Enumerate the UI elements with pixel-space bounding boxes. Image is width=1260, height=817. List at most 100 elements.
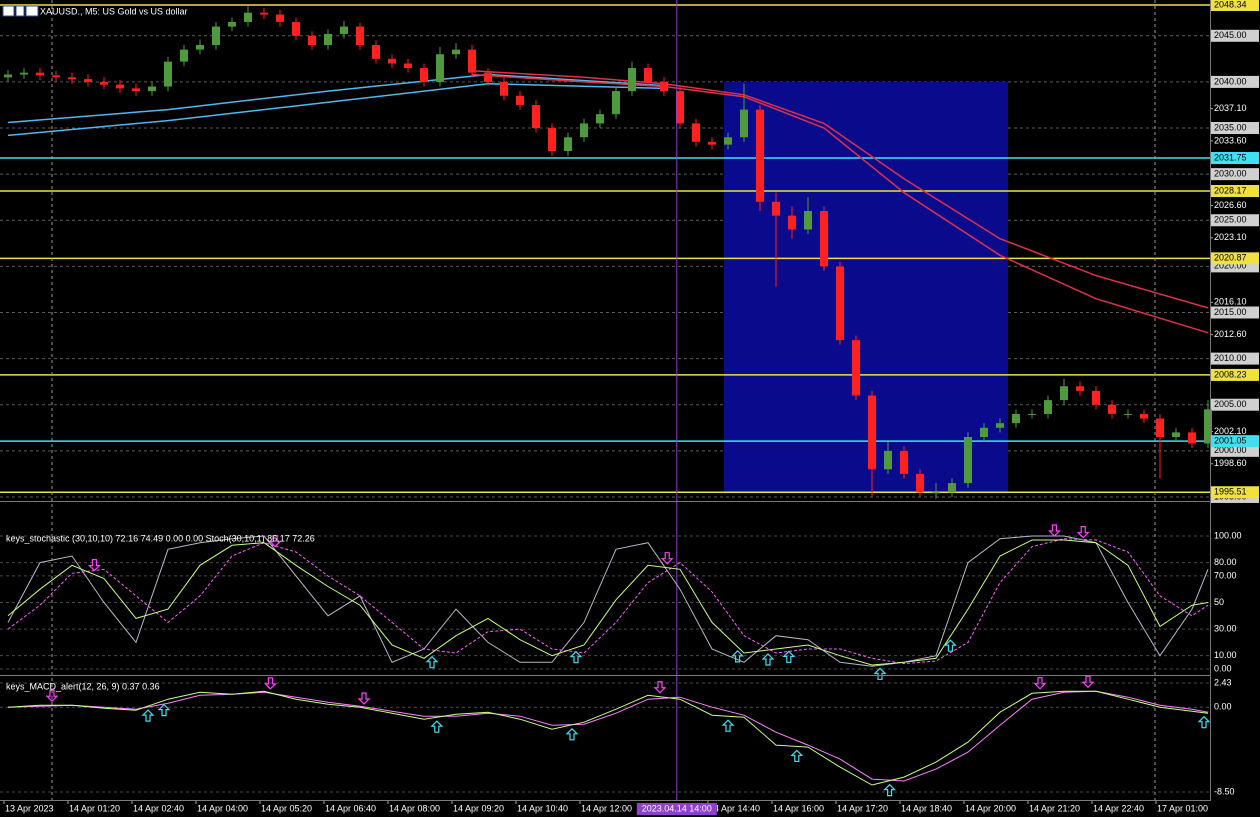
signal-up-arrow — [790, 749, 804, 763]
level-label-box — [1211, 185, 1259, 198]
candle-body — [1204, 409, 1212, 444]
y-tick-label: 80.00 — [1214, 557, 1237, 567]
signal-down-arrow — [87, 558, 101, 572]
candle-body — [164, 61, 172, 87]
signal-up-arrow — [1197, 715, 1211, 729]
x-tick-label: 14 Apr 02:40 — [133, 803, 184, 813]
y-tick-label: 2.43 — [1214, 677, 1232, 687]
candle-body — [1188, 432, 1196, 444]
y-tick-label: 2010.00 — [1214, 353, 1247, 363]
candle-body — [820, 211, 828, 267]
candle-body — [772, 201, 780, 216]
candle-body — [1044, 400, 1052, 414]
candle-body — [308, 35, 316, 46]
candle-body — [1156, 418, 1164, 438]
y-tick-label: 0.00 — [1214, 702, 1232, 712]
level-label-box — [1211, 486, 1259, 499]
x-tick-label: 14 Apr 09:20 — [453, 803, 504, 813]
y-tick-label: 2002.10 — [1214, 426, 1247, 436]
candle-body — [212, 26, 220, 46]
signal-down-arrow — [263, 677, 277, 690]
candle-body — [100, 81, 108, 85]
candle-body — [196, 45, 204, 50]
candle-body — [420, 68, 428, 82]
indicator-line — [7, 690, 1209, 786]
level-label-box — [1211, 252, 1259, 265]
y-tick-label: 50 — [1214, 597, 1224, 607]
level-label: 1995.51 — [1214, 487, 1247, 497]
icon[interactable] — [15, 5, 25, 17]
signal-up-arrow — [731, 650, 745, 663]
candle-body — [964, 437, 972, 484]
signal-up-arrow — [565, 727, 579, 741]
y-tick-label: 2023.10 — [1214, 232, 1247, 242]
candle-body — [4, 74, 12, 78]
signal-down-arrow — [660, 552, 674, 565]
candle-body — [1108, 404, 1116, 414]
x-tick-label: 14 Apr 20:00 — [965, 803, 1016, 813]
y-tick-label: 1998.60 — [1214, 458, 1247, 468]
candle-body — [452, 49, 460, 55]
candle-body — [260, 12, 268, 15]
y-tick-label: 30.00 — [1214, 623, 1237, 633]
indicator-line — [7, 538, 1209, 665]
candle-body — [692, 123, 700, 142]
candle-body — [1028, 413, 1036, 415]
candle-body — [580, 123, 588, 138]
y-tick-label: 2033.60 — [1214, 135, 1247, 145]
signal-down-arrow — [1047, 524, 1061, 537]
candle-body — [852, 340, 860, 396]
signal-down-arrow — [1081, 675, 1095, 689]
y-tick-label: 2030.00 — [1214, 169, 1247, 179]
price-label-box — [1211, 168, 1259, 181]
signal-down-arrow — [1076, 526, 1090, 539]
toolbar-icons[interactable] — [2, 5, 39, 17]
candle-body — [804, 211, 812, 230]
x-tick-label: 14 Apr 01:20 — [69, 803, 120, 813]
candle-body — [980, 427, 988, 438]
candle-body — [596, 114, 604, 124]
level-label-box — [1211, 368, 1259, 381]
y-tick-label: 2037.10 — [1214, 103, 1247, 113]
signal-down-arrow — [357, 692, 371, 705]
level-label: 2048.34 — [1214, 0, 1247, 9]
price-label-box — [1211, 75, 1259, 88]
candle-body — [676, 91, 684, 124]
candle-body — [740, 109, 748, 138]
y-tick-label: 2012.60 — [1214, 329, 1247, 339]
level-label-box — [1211, 151, 1259, 164]
candle-body — [500, 81, 508, 96]
y-tick-label: 2035.00 — [1214, 122, 1247, 132]
x-tick-label: 14 Apr 22:40 — [1093, 803, 1144, 813]
candle-body — [708, 141, 716, 145]
x-tick-label: 14 Apr 21:20 — [1029, 803, 1080, 813]
candle-body — [1172, 432, 1180, 438]
candle-body — [724, 137, 732, 145]
moving-average — [471, 73, 1209, 334]
indicator-line — [7, 690, 1209, 782]
rectangle-object — [724, 81, 1008, 494]
indicator-line — [7, 535, 1209, 667]
moving-average — [471, 70, 1209, 309]
candle-body — [468, 49, 476, 73]
candle-body — [148, 86, 156, 92]
candle-body — [1012, 413, 1020, 424]
x-tick-label: 14 Apr 04:00 — [197, 803, 248, 813]
price-label-box — [1211, 444, 1259, 457]
price-label-box — [1211, 214, 1259, 227]
x-tick-label: 14 Apr 14:40 — [709, 803, 760, 813]
candle-body — [436, 54, 444, 82]
y-tick-label: 2000.00 — [1214, 445, 1247, 455]
candle-body — [52, 75, 60, 78]
icon[interactable] — [2, 5, 15, 17]
y-tick-label: -8.50 — [1214, 786, 1235, 796]
candle-body — [1092, 390, 1100, 405]
signal-up-arrow — [425, 655, 439, 669]
signal-up-arrow — [883, 783, 897, 797]
icon[interactable] — [25, 5, 39, 17]
level-label-box — [1211, 435, 1259, 448]
candle-body — [20, 72, 28, 75]
candle-body — [884, 450, 892, 470]
